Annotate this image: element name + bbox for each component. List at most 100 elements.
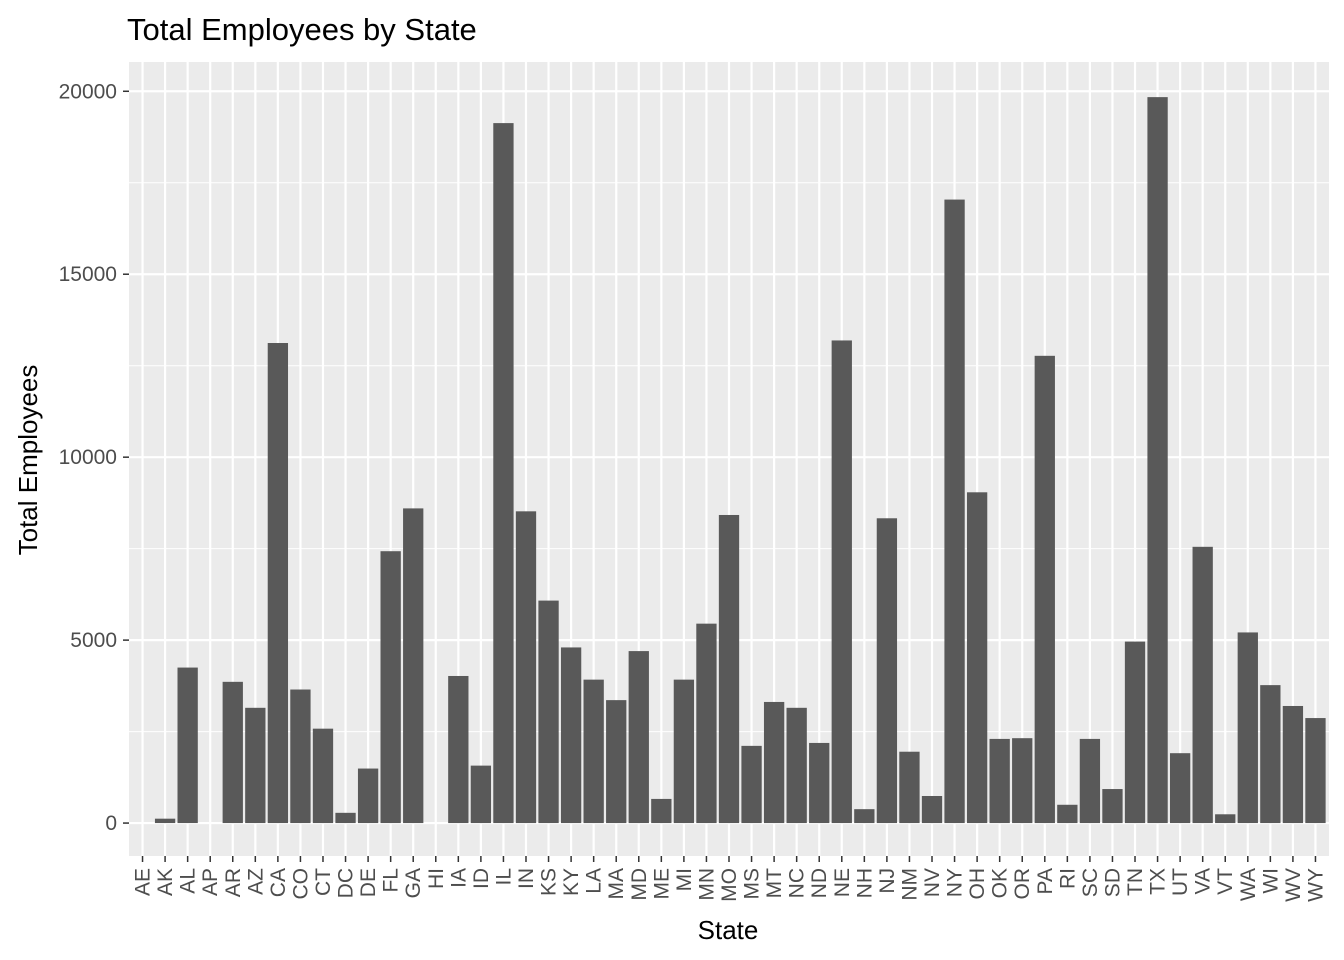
x-tick-label: MN	[695, 868, 718, 901]
bar-nm	[899, 751, 920, 824]
bar-nd	[809, 742, 830, 824]
bar-sd	[1102, 789, 1123, 824]
bar-wa	[1237, 632, 1258, 824]
x-axis-title: State	[698, 915, 759, 945]
bar-pa	[1034, 355, 1055, 824]
x-tick-label: HI	[425, 868, 448, 889]
x-tick-label: ID	[470, 868, 493, 889]
bar-al	[177, 667, 198, 824]
x-tick-label: WA	[1237, 868, 1260, 901]
bar-ct	[312, 728, 334, 824]
bar-ar	[222, 681, 243, 824]
bar-mt	[763, 701, 785, 824]
x-tick-label: AK	[154, 868, 177, 896]
bar-ma	[606, 700, 627, 824]
x-tick-label: MD	[628, 868, 651, 901]
x-tick-label: SD	[1101, 868, 1124, 897]
bar-wv	[1282, 705, 1304, 824]
x-tick-label: MS	[741, 868, 764, 900]
bar-me	[651, 798, 672, 824]
x-tick-label: DE	[357, 868, 380, 897]
bar-ca	[267, 343, 289, 824]
bar-fl	[380, 551, 401, 824]
x-tick-label: NV	[921, 868, 944, 897]
bar-ak	[154, 818, 176, 824]
x-tick-label: NC	[786, 868, 809, 898]
x-tick-label: FL	[380, 868, 403, 893]
bar-vt	[1215, 814, 1236, 824]
x-tick-label: NM	[898, 868, 921, 901]
x-tick-label: OH	[966, 868, 989, 900]
bar-va	[1192, 546, 1213, 824]
x-tick-label: MT	[763, 868, 786, 898]
x-tick-label: KY	[560, 868, 583, 896]
bar-ky	[560, 647, 582, 824]
bar-nc	[786, 707, 807, 824]
y-tick-label: 0	[105, 812, 117, 835]
bar-ut	[1169, 753, 1191, 824]
bar-il	[493, 123, 514, 824]
x-tick-label: WV	[1282, 868, 1305, 902]
bar-co	[290, 689, 311, 824]
x-tick-label: MO	[718, 868, 741, 902]
x-tick-label: IN	[515, 868, 538, 889]
x-tick-label: WI	[1259, 868, 1282, 894]
bar-in	[515, 511, 537, 824]
x-tick-label: LA	[583, 868, 606, 894]
y-tick-label: 20000	[59, 80, 117, 103]
x-tick-label: CA	[267, 868, 290, 897]
bar-dc	[335, 812, 356, 824]
bar-mi	[673, 679, 695, 824]
bar-ri	[1057, 804, 1078, 824]
x-tick-label: CT	[312, 868, 335, 896]
x-tick-label: NY	[944, 868, 967, 897]
bar-de	[357, 768, 379, 824]
bar-md	[628, 651, 649, 824]
x-tick-label: UT	[1169, 868, 1192, 896]
x-tick-label: CO	[289, 868, 312, 900]
bar-mo	[718, 514, 740, 824]
bar-la	[583, 679, 604, 824]
x-tick-label: AZ	[244, 868, 267, 895]
bar-ks	[538, 600, 559, 824]
x-tick-label: IA	[447, 868, 470, 888]
bar-az	[245, 707, 266, 824]
bar-ok	[989, 738, 1010, 824]
x-tick-label: VA	[1192, 868, 1215, 894]
chart-title: Total Employees by State	[127, 12, 477, 47]
y-tick-label: 5000	[70, 629, 117, 652]
y-axis: 0 5000 10000 15000 20000	[59, 80, 129, 835]
x-tick-label: MA	[605, 868, 628, 900]
bar-mn	[696, 623, 717, 824]
x-tick-label: ND	[808, 868, 831, 898]
x-tick-label: AR	[222, 868, 245, 897]
x-tick-label: SC	[1079, 868, 1102, 897]
bar-wi	[1260, 685, 1281, 824]
y-tick-label: 15000	[59, 263, 117, 286]
x-tick-label: MI	[673, 868, 696, 891]
x-axis: AE AK AL AP AR AZ CA CO CT DC DE FL GA HI IA ID IL IN KS KY…	[132, 856, 1327, 902]
x-tick-label: KS	[538, 868, 561, 896]
x-tick-label: IL	[492, 868, 515, 886]
x-tick-label: AE	[132, 868, 155, 896]
bar-wy	[1305, 718, 1326, 824]
bar-ia	[448, 675, 469, 824]
bar-nv	[921, 795, 943, 824]
x-tick-label: GA	[402, 868, 425, 898]
x-tick-label: PA	[1034, 868, 1057, 894]
x-tick-label: ME	[650, 868, 673, 900]
bar-tx	[1147, 97, 1168, 824]
x-tick-label: OK	[989, 868, 1012, 898]
bar-tn	[1124, 641, 1146, 824]
x-tick-label: TN	[1124, 868, 1147, 896]
bar-ny	[944, 199, 965, 824]
x-tick-label: DC	[335, 868, 358, 898]
x-tick-label: NH	[853, 868, 876, 898]
bar-sc	[1079, 738, 1101, 824]
bar-id	[470, 765, 492, 824]
x-tick-label: AP	[199, 868, 222, 896]
bar-ne	[831, 340, 852, 824]
bar-or	[1012, 738, 1033, 824]
x-tick-label: RI	[1056, 868, 1079, 889]
